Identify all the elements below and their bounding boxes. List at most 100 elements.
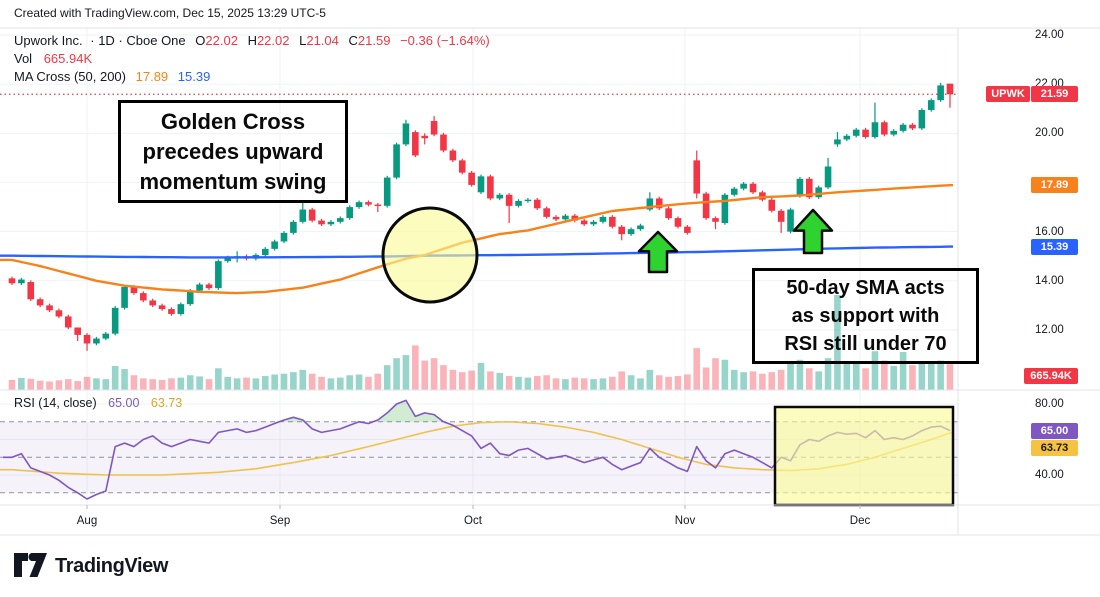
candle-body bbox=[515, 200, 522, 206]
volume-bar bbox=[665, 376, 672, 390]
candle-body bbox=[899, 124, 907, 131]
candle-body bbox=[168, 309, 175, 314]
volume-bar bbox=[702, 367, 710, 390]
volume-bar bbox=[627, 375, 635, 390]
open-label: O bbox=[195, 33, 206, 48]
candle-body bbox=[337, 218, 344, 222]
low-value: 21.04 bbox=[306, 33, 339, 48]
candle-body bbox=[308, 209, 316, 221]
candle-body bbox=[777, 210, 785, 222]
volume-bar bbox=[308, 373, 316, 390]
price-axis-label: 14.00 bbox=[1035, 275, 1064, 287]
volume-bar bbox=[430, 358, 438, 390]
volume-bar bbox=[458, 372, 466, 390]
time-axis-label: Sep bbox=[269, 515, 291, 527]
tradingview-logo-text: TradingView bbox=[55, 554, 169, 577]
volume-bar bbox=[168, 378, 175, 390]
volume-bar bbox=[890, 365, 898, 390]
symbol-legend[interactable]: Upwork Inc. · 1D · Cboe One O22.02 H22.0… bbox=[14, 32, 490, 86]
candle-body bbox=[665, 208, 672, 219]
candle-body bbox=[18, 279, 25, 284]
volume-bar bbox=[655, 375, 663, 390]
volume-bar bbox=[918, 362, 926, 390]
candle-body bbox=[871, 122, 879, 138]
volume-bar bbox=[477, 362, 485, 390]
volume-bar bbox=[36, 380, 44, 390]
candle-body bbox=[524, 199, 532, 202]
volume-bar bbox=[412, 345, 419, 390]
candle-body bbox=[477, 176, 485, 193]
volume-bar bbox=[693, 348, 701, 390]
tradingview-logo[interactable]: TradingView bbox=[14, 553, 168, 579]
candle-body bbox=[421, 135, 429, 139]
annotation-line: precedes upward bbox=[142, 138, 324, 164]
volume-badge: 665.94K bbox=[1024, 368, 1078, 384]
candle-body bbox=[102, 333, 110, 339]
candle-body bbox=[796, 178, 804, 196]
volume-bar bbox=[111, 365, 119, 390]
candle-body bbox=[355, 202, 363, 208]
candle-body bbox=[27, 282, 35, 300]
candle-body bbox=[374, 204, 382, 207]
candle-body bbox=[843, 135, 851, 140]
volume-bar bbox=[543, 375, 550, 390]
price-axis-label: 16.00 bbox=[1035, 226, 1064, 238]
candle-body bbox=[468, 172, 475, 185]
candle-body bbox=[93, 338, 100, 344]
volume-bar bbox=[280, 373, 288, 390]
volume-bar bbox=[843, 362, 851, 390]
symbol-name: Upwork Inc. bbox=[14, 33, 83, 48]
candle-body bbox=[580, 220, 588, 225]
volume-bar bbox=[796, 359, 804, 390]
volume-bar bbox=[18, 377, 25, 390]
volume-bar bbox=[937, 360, 944, 390]
volume-bar bbox=[852, 363, 860, 390]
volume-bar bbox=[571, 377, 579, 390]
ma200-badge: 15.39 bbox=[1031, 239, 1078, 255]
candle-body bbox=[543, 208, 550, 217]
volume-bar bbox=[768, 372, 776, 390]
annotation-line: as support with bbox=[791, 305, 940, 327]
candle-body bbox=[290, 221, 297, 233]
volume-bar bbox=[318, 376, 325, 390]
price-axis-label: 40.00 bbox=[1035, 469, 1064, 481]
attribution-text: Created with TradingView.com, Dec 15, 20… bbox=[14, 6, 326, 20]
candle-body bbox=[890, 130, 898, 135]
volume-bar bbox=[290, 372, 297, 390]
volume-bar bbox=[609, 376, 616, 390]
volume-bar bbox=[599, 378, 607, 390]
candle-body bbox=[83, 334, 91, 344]
volume-bar bbox=[927, 363, 935, 390]
high-value: 22.02 bbox=[256, 33, 290, 48]
candle-body bbox=[111, 307, 119, 334]
candle-body bbox=[74, 327, 81, 335]
rsi-legend[interactable]: RSI (14, close) 65.00 63.73 bbox=[14, 396, 182, 410]
volume-bar bbox=[496, 372, 504, 390]
volume-bar bbox=[862, 368, 869, 390]
candle-body bbox=[318, 220, 325, 225]
volume-bar bbox=[806, 368, 813, 390]
ma50-badge: 17.89 bbox=[1031, 177, 1078, 193]
tradingview-logo-icon bbox=[14, 553, 47, 577]
volume-bar bbox=[83, 376, 91, 390]
candle-body bbox=[768, 199, 776, 211]
candle-body bbox=[496, 194, 504, 199]
candle-body bbox=[918, 109, 926, 129]
volume-bar bbox=[899, 352, 907, 390]
volume-bar bbox=[55, 380, 63, 390]
candle-body bbox=[130, 286, 138, 294]
volume-bar bbox=[74, 381, 81, 390]
volume-bar bbox=[149, 379, 156, 390]
volume-bar bbox=[440, 365, 447, 390]
volume-value: 665.94K bbox=[43, 51, 93, 66]
rsi-label: RSI (14, close) bbox=[14, 396, 97, 410]
volume-bar bbox=[646, 369, 654, 390]
close-value: 21.59 bbox=[357, 33, 391, 48]
volume-bar bbox=[721, 359, 729, 390]
candle-body bbox=[909, 124, 916, 129]
volume-bar bbox=[158, 379, 166, 390]
candle-body bbox=[158, 305, 166, 310]
candle-body bbox=[205, 284, 213, 289]
golden-cross-highlight-circle bbox=[381, 206, 479, 304]
